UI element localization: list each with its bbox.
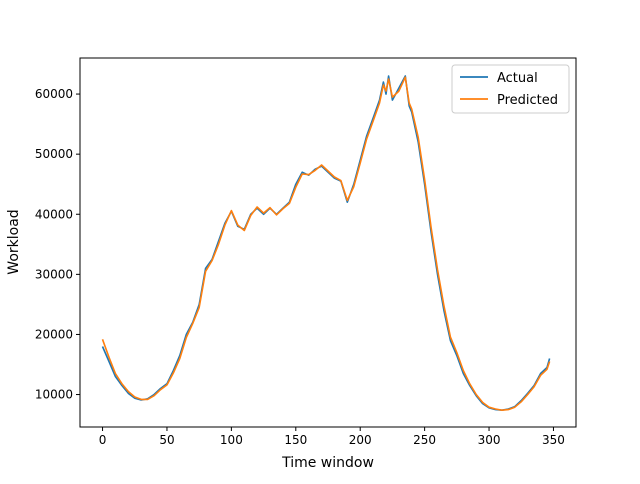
series-layer xyxy=(101,75,551,412)
legend-label-actual: Actual xyxy=(497,71,538,86)
y-tick-label: 10000 xyxy=(35,388,73,402)
x-axis-label: Time window xyxy=(281,455,374,471)
y-tick-label: 20000 xyxy=(35,327,73,341)
plot-area xyxy=(79,57,577,428)
x-tick-label: 350 xyxy=(542,433,565,447)
x-tick-label: 200 xyxy=(349,433,372,447)
y-tick-label: 30000 xyxy=(35,267,73,281)
x-axis-ticks: 0 50 100 150 200 250 300 350 xyxy=(99,427,565,447)
y-tick-label: 60000 xyxy=(35,87,73,101)
x-tick-label: 0 xyxy=(99,433,107,447)
legend-label-predicted: Predicted xyxy=(497,93,558,108)
y-tick-label: 40000 xyxy=(35,207,73,221)
y-axis-ticks: 10000 20000 30000 40000 50000 60000 xyxy=(35,87,80,402)
x-tick-label: 300 xyxy=(478,433,501,447)
x-tick-label: 250 xyxy=(413,433,436,447)
legend: Actual Predicted xyxy=(451,64,570,114)
y-axis-label: Workload xyxy=(6,209,22,274)
y-tick-label: 50000 xyxy=(35,147,73,161)
x-tick-label: 150 xyxy=(284,433,307,447)
axes-frame xyxy=(79,57,577,428)
series-line-predicted xyxy=(101,76,551,412)
x-tick-label: 50 xyxy=(159,433,174,447)
x-tick-label: 100 xyxy=(220,433,243,447)
